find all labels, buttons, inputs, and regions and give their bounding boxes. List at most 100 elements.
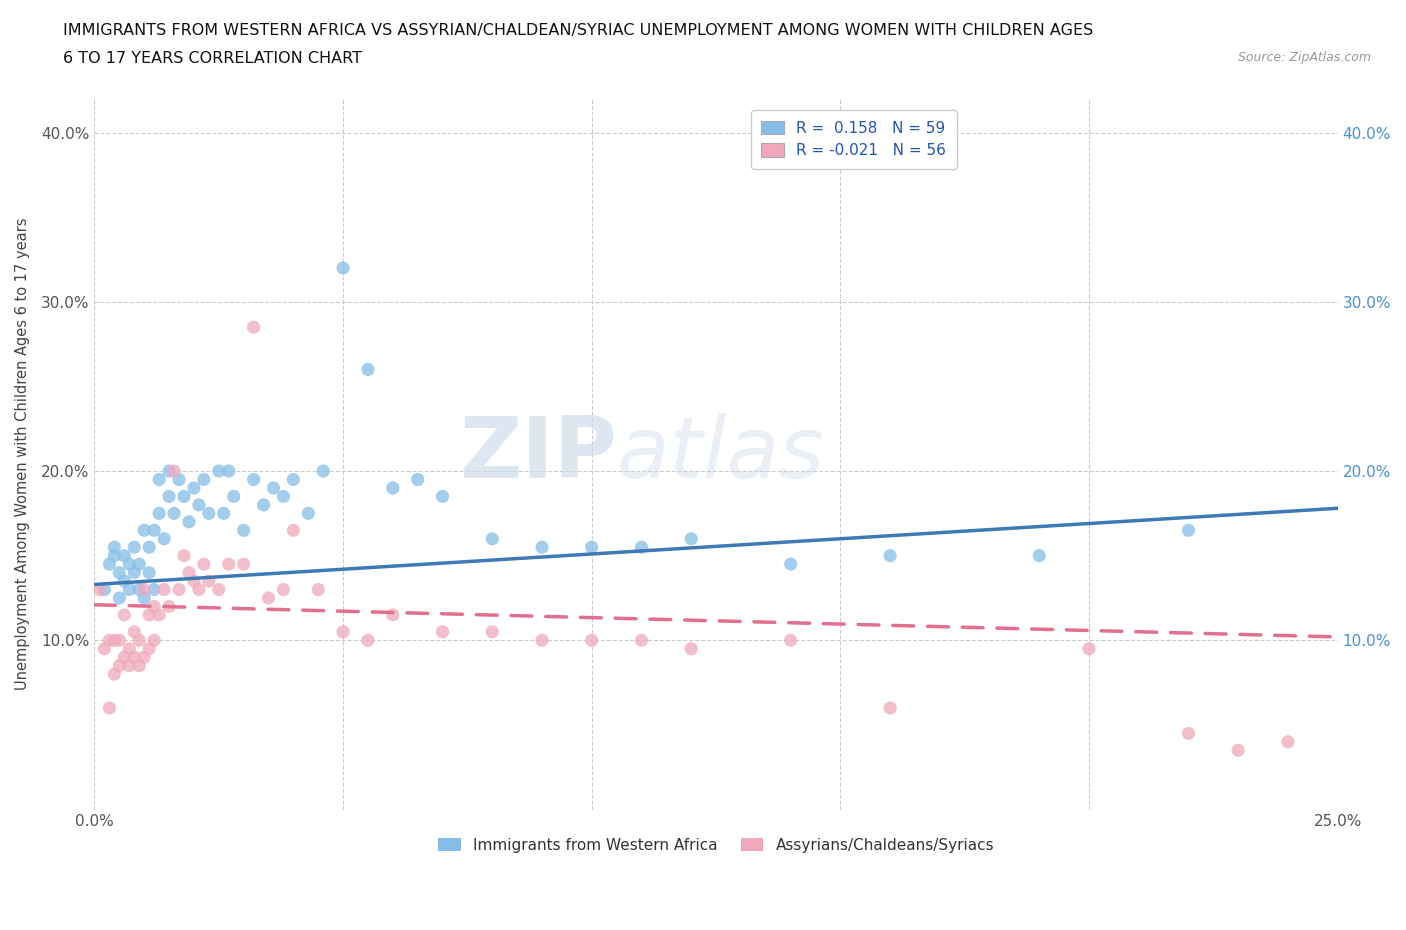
- Point: [98, 700, 121, 715]
- Point: [112, 650, 135, 665]
- Point: [232, 557, 254, 572]
- Point: [138, 642, 160, 657]
- Point: [779, 632, 801, 647]
- Point: [481, 531, 503, 546]
- Point: [112, 549, 135, 564]
- Point: [1177, 726, 1199, 741]
- Point: [157, 489, 180, 504]
- Point: [381, 481, 404, 496]
- Point: [148, 472, 170, 487]
- Point: [312, 464, 335, 479]
- Point: [1028, 549, 1050, 564]
- Point: [1277, 735, 1299, 750]
- Point: [173, 549, 195, 564]
- Point: [1078, 642, 1101, 657]
- Point: [283, 472, 305, 487]
- Point: [212, 506, 235, 521]
- Point: [138, 607, 160, 622]
- Point: [581, 539, 603, 554]
- Point: [167, 582, 190, 597]
- Point: [93, 642, 115, 657]
- Point: [879, 549, 901, 564]
- Point: [208, 582, 231, 597]
- Point: [112, 574, 135, 589]
- Point: [232, 523, 254, 538]
- Point: [167, 472, 190, 487]
- Point: [163, 506, 186, 521]
- Point: [208, 464, 231, 479]
- Text: IMMIGRANTS FROM WESTERN AFRICA VS ASSYRIAN/CHALDEAN/SYRIAC UNEMPLOYMENT AMONG WO: IMMIGRANTS FROM WESTERN AFRICA VS ASSYRI…: [63, 23, 1094, 38]
- Point: [581, 632, 603, 647]
- Point: [89, 582, 111, 597]
- Point: [263, 481, 285, 496]
- Point: [108, 632, 131, 647]
- Point: [122, 539, 145, 554]
- Point: [112, 607, 135, 622]
- Point: [143, 582, 166, 597]
- Point: [332, 260, 354, 275]
- Point: [103, 549, 125, 564]
- Point: [307, 582, 329, 597]
- Point: [122, 565, 145, 580]
- Point: [128, 632, 150, 647]
- Point: [779, 557, 801, 572]
- Point: [242, 472, 264, 487]
- Point: [187, 582, 209, 597]
- Point: [481, 624, 503, 639]
- Point: [108, 658, 131, 673]
- Point: [273, 582, 295, 597]
- Point: [177, 514, 200, 529]
- Point: [143, 632, 166, 647]
- Point: [157, 464, 180, 479]
- Point: [153, 582, 176, 597]
- Point: [138, 539, 160, 554]
- Point: [118, 642, 141, 657]
- Point: [1227, 743, 1250, 758]
- Point: [134, 582, 156, 597]
- Point: [681, 531, 703, 546]
- Text: Source: ZipAtlas.com: Source: ZipAtlas.com: [1237, 51, 1371, 64]
- Point: [681, 642, 703, 657]
- Point: [273, 489, 295, 504]
- Point: [198, 574, 221, 589]
- Point: [332, 624, 354, 639]
- Point: [98, 557, 121, 572]
- Point: [183, 574, 205, 589]
- Point: [1177, 523, 1199, 538]
- Point: [128, 658, 150, 673]
- Point: [218, 464, 240, 479]
- Point: [138, 565, 160, 580]
- Point: [173, 489, 195, 504]
- Point: [630, 632, 652, 647]
- Point: [143, 523, 166, 538]
- Point: [148, 506, 170, 521]
- Point: [357, 362, 380, 377]
- Text: atlas: atlas: [617, 413, 824, 496]
- Point: [93, 582, 115, 597]
- Point: [357, 632, 380, 647]
- Legend: Immigrants from Western Africa, Assyrians/Chaldeans/Syriacs: Immigrants from Western Africa, Assyrian…: [432, 831, 1001, 858]
- Text: ZIP: ZIP: [458, 413, 617, 496]
- Point: [218, 557, 240, 572]
- Y-axis label: Unemployment Among Women with Children Ages 6 to 17 years: Unemployment Among Women with Children A…: [15, 218, 30, 690]
- Point: [122, 624, 145, 639]
- Point: [103, 539, 125, 554]
- Point: [406, 472, 429, 487]
- Point: [118, 582, 141, 597]
- Text: 6 TO 17 YEARS CORRELATION CHART: 6 TO 17 YEARS CORRELATION CHART: [63, 51, 363, 66]
- Point: [103, 667, 125, 682]
- Point: [134, 523, 156, 538]
- Point: [157, 599, 180, 614]
- Point: [98, 632, 121, 647]
- Point: [108, 565, 131, 580]
- Point: [128, 582, 150, 597]
- Point: [103, 632, 125, 647]
- Point: [193, 557, 215, 572]
- Point: [297, 506, 319, 521]
- Point: [630, 539, 652, 554]
- Point: [432, 624, 454, 639]
- Point: [257, 591, 280, 605]
- Point: [530, 632, 553, 647]
- Point: [530, 539, 553, 554]
- Point: [153, 531, 176, 546]
